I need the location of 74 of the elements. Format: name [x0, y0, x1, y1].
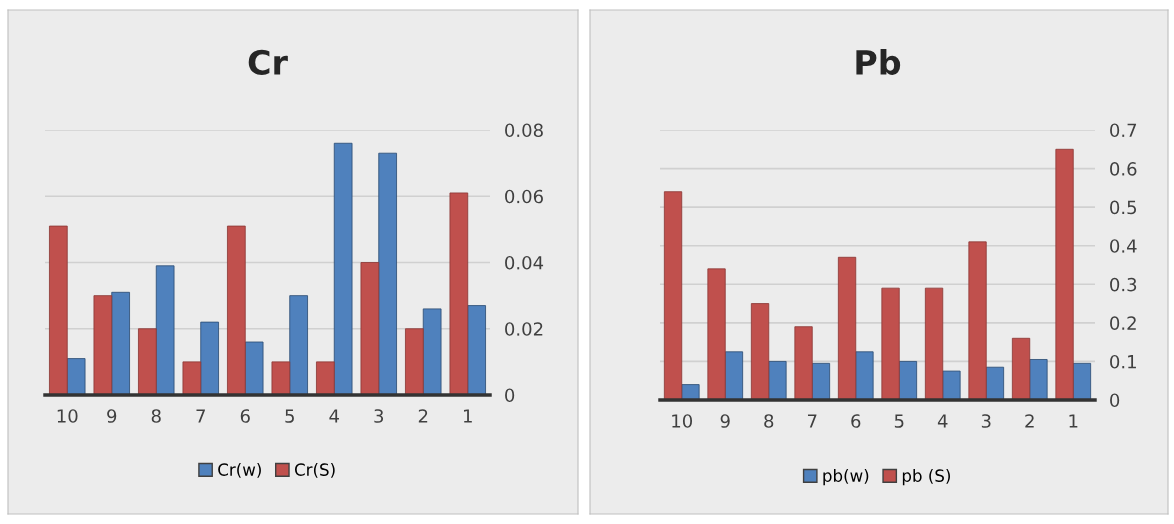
- x-tick-label: 5: [894, 414, 904, 428]
- y-tick-label: 0.7: [1110, 123, 1137, 138]
- legend-label: pb (S): [902, 469, 950, 486]
- x-tick-label: 10: [672, 414, 693, 428]
- bar: [663, 191, 683, 400]
- x-tick-label: 3: [374, 409, 384, 423]
- bar: [244, 341, 264, 395]
- bar: [750, 303, 770, 400]
- bar: [271, 361, 291, 395]
- x-tick-label: 9: [107, 409, 117, 423]
- y-tick-label: 0.04: [505, 255, 544, 270]
- x-tick-label: 6: [851, 414, 861, 428]
- y-tick-label: 0.4: [1110, 239, 1137, 253]
- bar: [942, 370, 961, 400]
- chart-title: Cr: [248, 49, 288, 75]
- bar: [422, 308, 442, 395]
- bar: [155, 265, 175, 395]
- x-tick-label: 4: [329, 409, 339, 423]
- bar: [1029, 359, 1048, 400]
- y-tick-label: 0.3: [1110, 277, 1137, 292]
- bar: [316, 361, 335, 395]
- y-tick-label: 0.5: [1110, 200, 1137, 215]
- x-tick-label: 7: [807, 414, 817, 428]
- bar: [724, 351, 744, 400]
- x-tick-label: 2: [418, 409, 428, 423]
- legend-label: Cr(w): [218, 463, 261, 478]
- bar: [49, 225, 68, 395]
- bar: [768, 361, 787, 400]
- legend-label: pb(w): [823, 469, 869, 486]
- bar: [881, 287, 900, 400]
- bar: [794, 326, 813, 400]
- y-tick-label: 0.02: [505, 322, 543, 336]
- bar: [200, 321, 219, 395]
- x-tick-label: 2: [1025, 414, 1034, 428]
- bar: [93, 295, 113, 395]
- bar: [66, 358, 86, 395]
- legend-label: Cr(S): [294, 463, 335, 478]
- x-tick-label: 6: [240, 409, 250, 423]
- x-tick-label: 4: [937, 414, 948, 428]
- x-tick-label: 1: [1069, 414, 1078, 428]
- bar: [855, 351, 874, 400]
- bar: [289, 295, 308, 395]
- bar: [707, 268, 726, 400]
- bar: [138, 328, 157, 395]
- bar: [378, 152, 397, 395]
- x-tick-label: 1: [463, 409, 472, 423]
- y-tick-label: 0.08: [505, 123, 543, 138]
- y-tick-label: 0.1: [1110, 354, 1136, 369]
- x-tick-label: 10: [57, 409, 78, 423]
- x-tick-label: 9: [720, 414, 730, 428]
- y-tick-label: 0.06: [505, 189, 543, 204]
- bar: [405, 328, 424, 395]
- y-tick-label: 0.2: [1110, 316, 1136, 330]
- bar: [837, 256, 857, 400]
- y-tick-label: 0: [1110, 393, 1120, 408]
- x-tick-label: 7: [196, 409, 205, 423]
- bar: [333, 142, 353, 395]
- bar: [1011, 337, 1031, 400]
- bar: [467, 305, 486, 395]
- chart-title: Pb: [856, 49, 901, 75]
- bar: [924, 287, 944, 400]
- x-tick-label: 8: [764, 414, 774, 428]
- bar: [182, 361, 202, 395]
- y-tick-label: 0.6: [1110, 162, 1137, 176]
- y-tick-label: 0: [505, 388, 515, 403]
- bar: [111, 291, 130, 395]
- bar: [360, 262, 380, 395]
- bar: [449, 192, 469, 395]
- x-tick-label: 8: [151, 409, 161, 423]
- bar: [968, 241, 987, 400]
- bar: [1055, 148, 1074, 400]
- x-tick-label: 5: [285, 409, 294, 423]
- x-tick-label: 3: [981, 414, 991, 428]
- bar: [227, 225, 246, 395]
